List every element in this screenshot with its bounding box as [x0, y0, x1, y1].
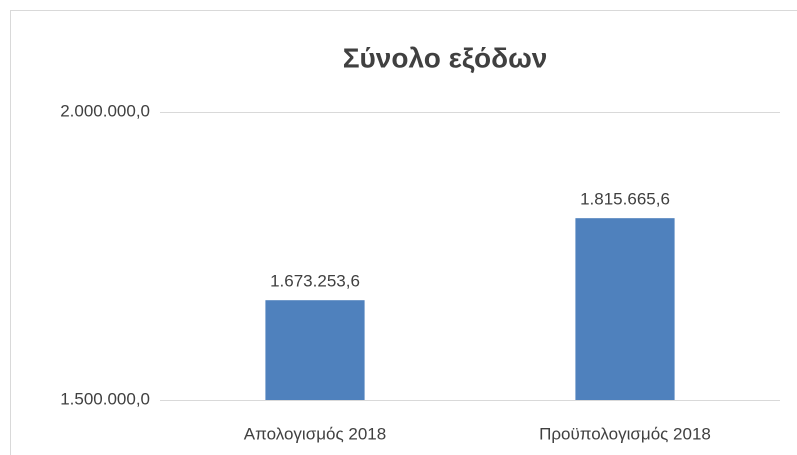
- x-tick-label: Προϋπολογισμός 2018: [539, 424, 711, 443]
- y-tick-label: 1.500.000,0: [60, 389, 150, 408]
- y-tick-label: 2.000.000,0: [60, 101, 150, 120]
- data-label: 1.815.665,6: [580, 190, 670, 209]
- x-tick-label: Απολογισμός 2018: [244, 424, 386, 443]
- data-label: 1.673.253,6: [270, 272, 360, 291]
- chart-frame: [10, 10, 797, 455]
- bar: [575, 218, 675, 400]
- chart-title: Σύνολο εξόδων: [343, 42, 548, 73]
- bar: [265, 300, 365, 400]
